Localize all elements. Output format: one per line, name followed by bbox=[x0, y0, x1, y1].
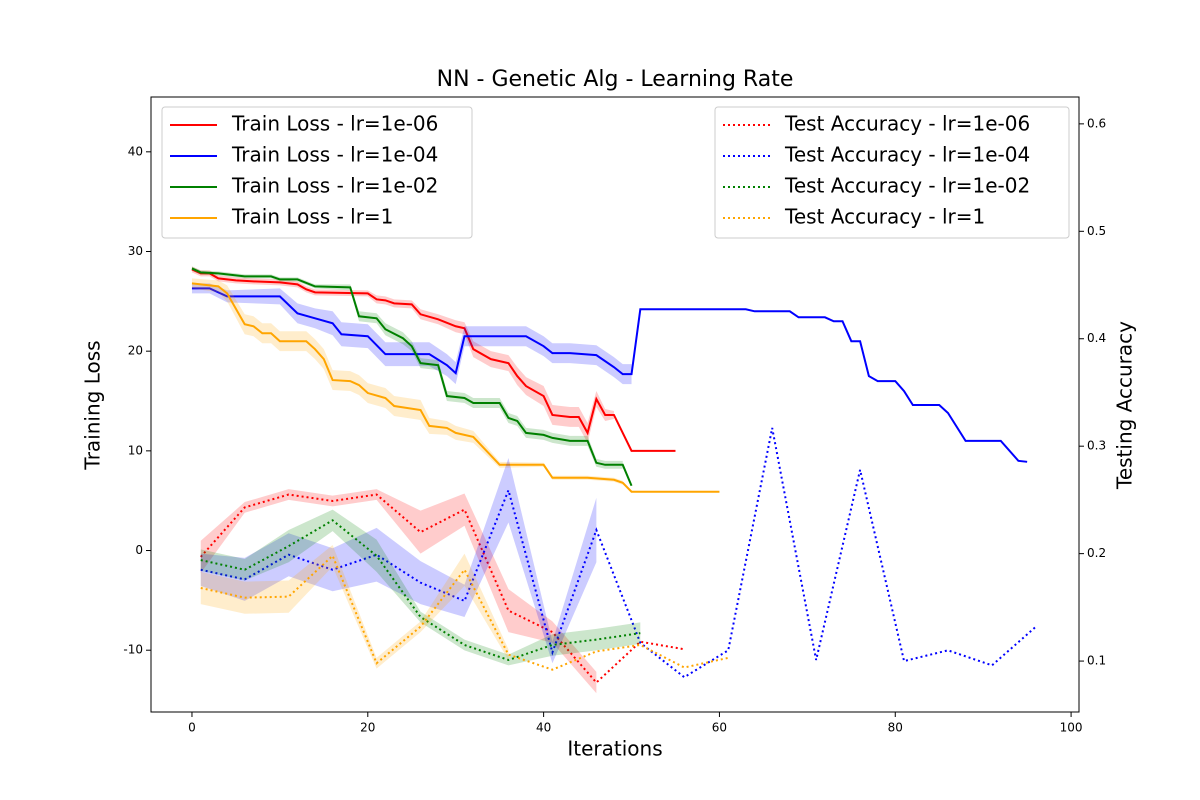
legend-label: Test Accuracy - lr=1 bbox=[784, 205, 985, 229]
spread-band bbox=[191, 266, 623, 469]
plot-area bbox=[191, 266, 1037, 694]
y-tick-label: 40 bbox=[128, 144, 143, 158]
y2-tick-label: 0.1 bbox=[1087, 654, 1106, 668]
spread-band bbox=[200, 545, 509, 669]
spread-band bbox=[191, 266, 614, 443]
y-tick-label: 20 bbox=[128, 344, 143, 358]
y-axis-label: Training Loss bbox=[81, 340, 105, 470]
y2-tick-label: 0.3 bbox=[1087, 439, 1106, 453]
spread-band bbox=[200, 509, 641, 666]
x-axis-label: Iterations bbox=[567, 737, 662, 761]
y-tick-label: 0 bbox=[135, 543, 143, 557]
x-tick-label: 80 bbox=[888, 721, 903, 735]
legend-label: Train Loss - lr=1e-02 bbox=[231, 174, 438, 198]
spread-band bbox=[191, 283, 632, 385]
x-tick-label: 0 bbox=[188, 721, 196, 735]
y-tick-label: 10 bbox=[128, 443, 143, 457]
plot-frame bbox=[150, 96, 1080, 713]
series-line bbox=[191, 287, 1028, 463]
y-tick-label: 30 bbox=[128, 244, 143, 258]
x-tick-label: 40 bbox=[536, 721, 551, 735]
y-tick-label: -10 bbox=[123, 643, 143, 657]
series-line bbox=[191, 267, 633, 487]
legend-label: Train Loss - lr=1e-04 bbox=[231, 143, 438, 167]
legend-label: Train Loss - lr=1e-06 bbox=[231, 112, 438, 136]
legend-label: Test Accuracy - lr=1e-04 bbox=[784, 143, 1030, 167]
x-tick-label: 20 bbox=[360, 721, 375, 735]
series-line bbox=[200, 427, 1037, 679]
y2-tick-label: 0.5 bbox=[1087, 224, 1106, 238]
spread-band bbox=[200, 458, 597, 664]
y2-tick-label: 0.4 bbox=[1087, 331, 1106, 345]
legend-label: Test Accuracy - lr=1e-02 bbox=[784, 174, 1030, 198]
legend-box bbox=[161, 106, 473, 239]
legend-box bbox=[714, 106, 1070, 239]
chart-title: NN - Genetic Alg - Learning Rate bbox=[437, 67, 794, 92]
x-tick-label: 60 bbox=[712, 721, 727, 735]
series-line bbox=[191, 268, 676, 452]
y2-tick-label: 0.2 bbox=[1087, 546, 1106, 560]
legend-label: Test Accuracy - lr=1e-06 bbox=[784, 112, 1030, 136]
y2-axis-label: Testing Accuracy bbox=[1113, 321, 1137, 490]
series-line bbox=[191, 282, 720, 493]
y2-tick-label: 0.6 bbox=[1087, 116, 1106, 130]
x-tick-label: 100 bbox=[1060, 721, 1083, 735]
spread-band bbox=[200, 489, 597, 694]
spread-band bbox=[191, 278, 623, 485]
legend-label: Train Loss - lr=1 bbox=[231, 205, 393, 229]
